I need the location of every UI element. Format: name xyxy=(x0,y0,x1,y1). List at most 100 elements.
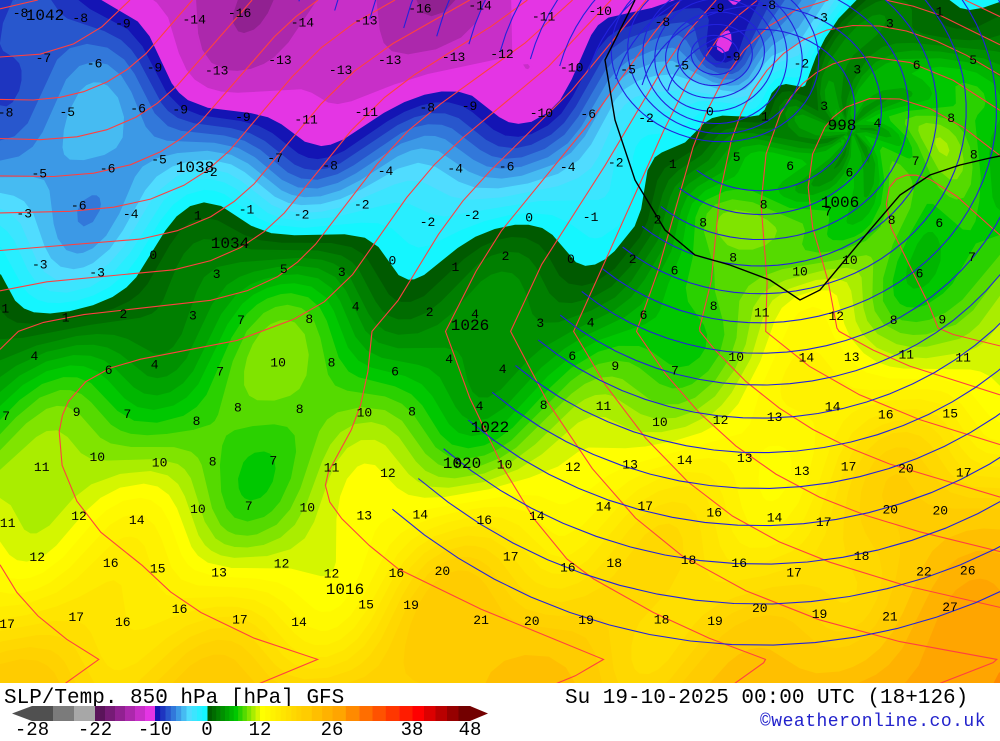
svg-text:-3: -3 xyxy=(32,257,48,272)
svg-text:-6: -6 xyxy=(499,160,515,175)
svg-text:12: 12 xyxy=(713,413,729,428)
svg-text:13: 13 xyxy=(622,458,638,473)
svg-text:3: 3 xyxy=(213,267,221,282)
svg-text:-8: -8 xyxy=(322,159,338,174)
svg-text:8: 8 xyxy=(305,312,313,327)
svg-text:17: 17 xyxy=(0,617,15,632)
svg-text:11: 11 xyxy=(955,351,971,366)
svg-text:14: 14 xyxy=(799,350,815,365)
svg-text:-3: -3 xyxy=(16,207,32,222)
svg-text:27: 27 xyxy=(942,600,958,615)
svg-text:12: 12 xyxy=(71,509,87,524)
svg-text:-11: -11 xyxy=(532,10,556,25)
svg-text:20: 20 xyxy=(752,601,768,616)
svg-text:17: 17 xyxy=(956,466,972,481)
svg-text:14: 14 xyxy=(291,615,307,630)
svg-text:-5: -5 xyxy=(31,166,47,181)
svg-text:0: 0 xyxy=(567,252,575,267)
svg-text:8: 8 xyxy=(328,356,336,371)
svg-text:6: 6 xyxy=(786,159,794,174)
svg-text:6: 6 xyxy=(568,349,576,364)
svg-text:-8: -8 xyxy=(419,100,435,115)
svg-text:-11: -11 xyxy=(294,113,318,128)
svg-text:-13: -13 xyxy=(378,53,401,68)
svg-text:11: 11 xyxy=(0,516,16,531)
svg-text:-13: -13 xyxy=(205,64,228,79)
svg-text:-9: -9 xyxy=(147,60,163,75)
svg-text:15: 15 xyxy=(358,598,374,613)
svg-text:16: 16 xyxy=(706,505,722,520)
svg-text:7: 7 xyxy=(245,499,253,514)
svg-text:10: 10 xyxy=(728,350,744,365)
svg-text:-7: -7 xyxy=(267,151,283,166)
svg-text:-2: -2 xyxy=(464,208,480,223)
svg-text:17: 17 xyxy=(503,549,519,564)
svg-text:11: 11 xyxy=(324,461,340,476)
svg-text:2: 2 xyxy=(119,307,127,322)
svg-text:1: 1 xyxy=(761,110,769,125)
svg-text:-14: -14 xyxy=(182,13,206,28)
svg-text:8: 8 xyxy=(710,299,718,314)
svg-text:16: 16 xyxy=(103,556,119,571)
svg-text:1020: 1020 xyxy=(443,455,481,473)
svg-text:1034: 1034 xyxy=(211,235,249,253)
svg-text:10: 10 xyxy=(357,405,373,420)
svg-text:-9: -9 xyxy=(462,99,478,114)
svg-text:998: 998 xyxy=(828,117,857,135)
svg-text:6: 6 xyxy=(105,363,113,378)
svg-text:7: 7 xyxy=(123,407,131,422)
svg-text:-7: -7 xyxy=(36,51,52,66)
svg-text:11: 11 xyxy=(596,399,612,414)
svg-text:15: 15 xyxy=(942,406,958,421)
svg-text:16: 16 xyxy=(878,407,894,422)
svg-text:19: 19 xyxy=(812,607,828,622)
svg-text:5: 5 xyxy=(280,262,288,277)
svg-text:1022: 1022 xyxy=(471,419,509,437)
svg-text:10: 10 xyxy=(299,500,315,515)
svg-text:14: 14 xyxy=(677,453,693,468)
svg-text:9: 9 xyxy=(938,313,946,328)
svg-text:-1: -1 xyxy=(239,202,255,217)
svg-text:8: 8 xyxy=(540,398,548,413)
svg-text:18: 18 xyxy=(606,556,622,571)
svg-text:-14: -14 xyxy=(468,0,492,13)
svg-text:21: 21 xyxy=(473,613,489,628)
svg-text:1: 1 xyxy=(194,208,202,223)
svg-text:13: 13 xyxy=(356,508,372,523)
svg-text:12: 12 xyxy=(828,309,844,324)
svg-text:6: 6 xyxy=(935,216,943,231)
svg-text:1: 1 xyxy=(669,157,677,172)
svg-text:8: 8 xyxy=(296,402,304,417)
svg-text:13: 13 xyxy=(794,464,810,479)
svg-text:8: 8 xyxy=(408,405,416,420)
svg-text:19: 19 xyxy=(403,598,419,613)
svg-text:14: 14 xyxy=(596,499,612,514)
svg-text:20: 20 xyxy=(898,462,914,477)
svg-text:-3: -3 xyxy=(89,266,105,281)
svg-text:13: 13 xyxy=(767,410,783,425)
svg-text:-4: -4 xyxy=(123,207,139,222)
svg-text:10: 10 xyxy=(497,458,513,473)
svg-text:-10: -10 xyxy=(530,106,553,121)
svg-text:1: 1 xyxy=(451,260,459,275)
svg-text:2: 2 xyxy=(502,249,510,264)
svg-text:-2: -2 xyxy=(608,155,624,170)
svg-text:8: 8 xyxy=(890,313,898,328)
svg-text:10: 10 xyxy=(792,265,808,280)
svg-text:7: 7 xyxy=(216,364,224,379)
svg-text:-1: -1 xyxy=(583,210,599,225)
svg-text:-2: -2 xyxy=(420,215,436,230)
svg-text:17: 17 xyxy=(786,565,802,580)
svg-text:18: 18 xyxy=(654,612,670,627)
svg-text:4: 4 xyxy=(445,352,453,367)
svg-text:-2: -2 xyxy=(354,197,370,212)
svg-text:-8: -8 xyxy=(0,106,13,121)
svg-text:1016: 1016 xyxy=(326,581,364,599)
svg-text:6: 6 xyxy=(671,264,679,279)
svg-text:20: 20 xyxy=(932,503,948,518)
svg-text:7: 7 xyxy=(237,313,245,328)
svg-text:8: 8 xyxy=(970,148,978,163)
svg-text:5: 5 xyxy=(733,150,741,165)
svg-text:-5: -5 xyxy=(673,58,689,73)
svg-text:-13: -13 xyxy=(329,63,352,78)
